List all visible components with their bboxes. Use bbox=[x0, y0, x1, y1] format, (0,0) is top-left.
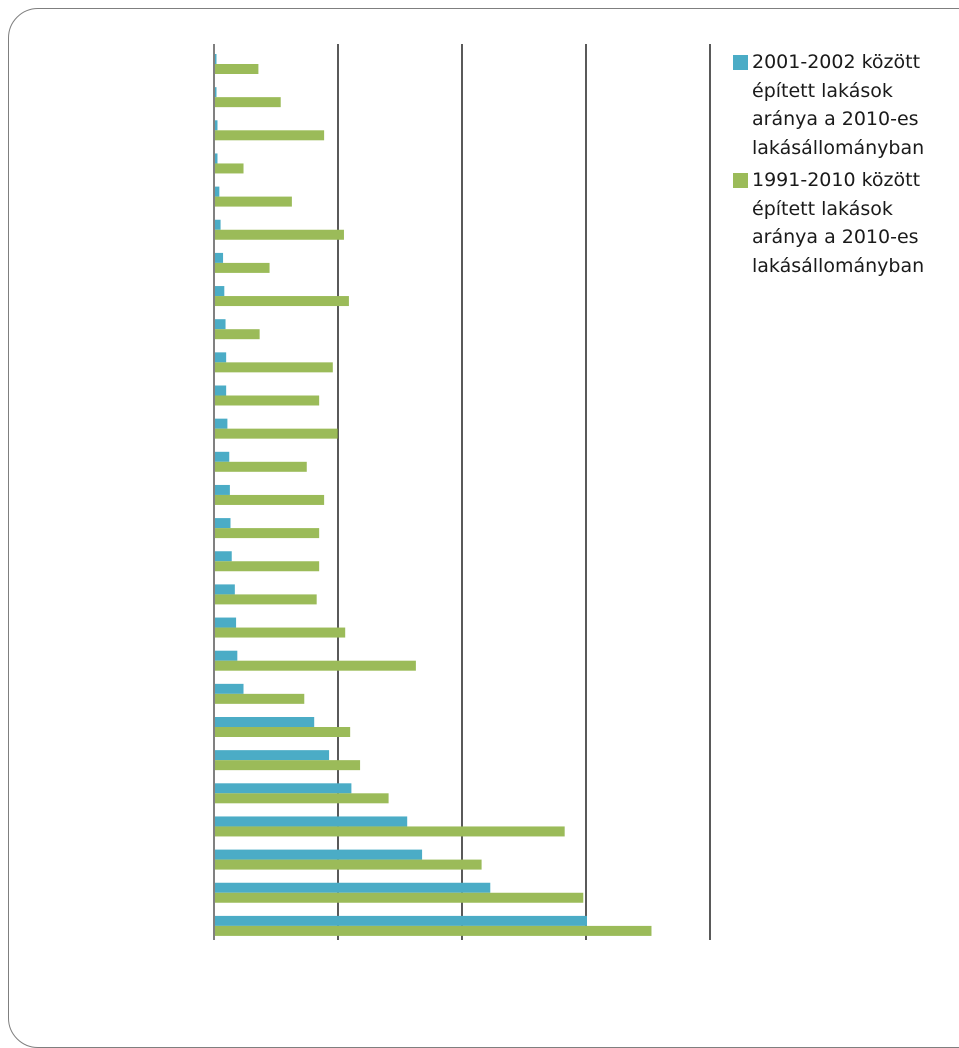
bar-2001-2002-27 bbox=[215, 915, 587, 926]
bar-2001-2002-7 bbox=[215, 252, 224, 263]
bar-2001-2002-9 bbox=[215, 319, 226, 330]
legend-label-2001-2002: 2001-2002 között épített lakások aránya … bbox=[752, 51, 925, 159]
bar-2001-2002-19 bbox=[215, 650, 238, 661]
bar-2001-2002-8 bbox=[215, 286, 225, 297]
bar-2001-2002-11 bbox=[215, 385, 227, 396]
bar-1991-2010-4 bbox=[215, 163, 244, 174]
bar-1991-2010-11 bbox=[215, 395, 320, 406]
bar-1991-2010-2 bbox=[215, 97, 281, 108]
bar-1991-2010-24 bbox=[215, 826, 565, 837]
bar-2001-2002-16 bbox=[215, 551, 232, 562]
bar-2001-2002-20 bbox=[215, 683, 244, 694]
bar-2001-2002-6 bbox=[215, 219, 221, 230]
bar-2001-2002-12 bbox=[215, 418, 228, 429]
bar-2001-2002-15 bbox=[215, 518, 231, 529]
bar-2001-2002-2 bbox=[215, 87, 217, 98]
legend-swatch-blue bbox=[733, 55, 748, 70]
bar-1991-2010-17 bbox=[215, 594, 317, 605]
bar-2001-2002-22 bbox=[215, 750, 330, 761]
bar-1991-2010-23 bbox=[215, 793, 389, 804]
legend-item-2001-2002: 2001-2002 között épített lakások aránya … bbox=[733, 48, 959, 162]
bar-2001-2002-13 bbox=[215, 451, 230, 462]
bar-1991-2010-27 bbox=[215, 925, 652, 936]
bar-1991-2010-9 bbox=[215, 329, 260, 340]
bar-2001-2002-23 bbox=[215, 783, 352, 794]
legend-swatch-green bbox=[733, 173, 748, 188]
bar-1991-2010-19 bbox=[215, 660, 416, 671]
bar-1991-2010-8 bbox=[215, 296, 349, 307]
bar-2001-2002-21 bbox=[215, 717, 315, 727]
bar-1991-2010-13 bbox=[215, 461, 307, 472]
bar-1991-2010-5 bbox=[215, 196, 292, 207]
bar-1991-2010-14 bbox=[215, 494, 325, 505]
bar-1991-2010-3 bbox=[215, 130, 325, 141]
bar-1991-2010-12 bbox=[215, 428, 338, 439]
bar-chart bbox=[213, 44, 711, 940]
legend-label-1991-2010: 1991-2010 között épített lakások aránya … bbox=[752, 169, 925, 277]
bar-2001-2002-1 bbox=[215, 54, 217, 64]
bar-2001-2002-17 bbox=[215, 584, 235, 595]
bar-2001-2002-24 bbox=[215, 816, 408, 827]
bar-1991-2010-26 bbox=[215, 892, 584, 903]
bar-2001-2002-18 bbox=[215, 617, 237, 628]
legend: 2001-2002 között épített lakások aránya … bbox=[733, 48, 959, 284]
bars bbox=[215, 54, 652, 936]
bar-1991-2010-25 bbox=[215, 859, 482, 870]
bar-2001-2002-14 bbox=[215, 484, 230, 495]
bar-1991-2010-15 bbox=[215, 528, 320, 539]
bar-1991-2010-18 bbox=[215, 627, 346, 638]
bar-2001-2002-5 bbox=[215, 186, 220, 197]
bar-2001-2002-10 bbox=[215, 352, 227, 363]
bar-1991-2010-21 bbox=[215, 727, 351, 737]
bar-1991-2010-1 bbox=[215, 64, 259, 74]
bar-2001-2002-26 bbox=[215, 882, 491, 893]
bar-1991-2010-7 bbox=[215, 262, 270, 273]
chart-frame bbox=[8, 8, 959, 1048]
bar-1991-2010-20 bbox=[215, 693, 305, 704]
bar-2001-2002-3 bbox=[215, 120, 218, 131]
bar-1991-2010-10 bbox=[215, 362, 333, 373]
bar-1991-2010-22 bbox=[215, 760, 361, 771]
gridlines bbox=[213, 44, 711, 940]
bar-2001-2002-4 bbox=[215, 153, 218, 164]
bar-2001-2002-25 bbox=[215, 849, 423, 860]
bar-1991-2010-16 bbox=[215, 561, 320, 572]
bar-1991-2010-6 bbox=[215, 229, 344, 240]
legend-item-1991-2010: 1991-2010 között épített lakások aránya … bbox=[733, 166, 959, 280]
